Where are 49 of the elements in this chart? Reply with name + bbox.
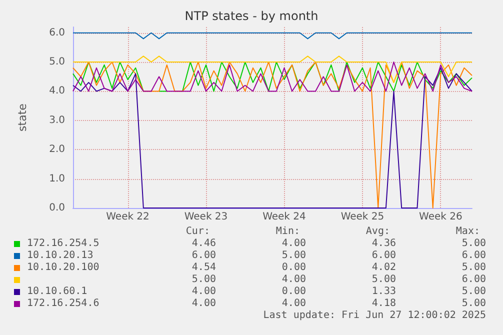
text: 4.36 (370, 238, 396, 250)
text: 4.00 (280, 238, 306, 250)
x-tick-label: Week 22 (106, 212, 150, 222)
text: 4.02 (370, 262, 396, 274)
text: 6.00 (460, 250, 486, 262)
text: 5.00 (460, 262, 486, 274)
legend-label: 10.10.20.100 (27, 262, 100, 274)
text: Min: (274, 226, 300, 238)
text: 6.00 (460, 274, 486, 286)
text: Avg: (364, 226, 390, 238)
text: 1.33 (370, 286, 396, 298)
text: 4.46 (190, 238, 216, 250)
y-tick-label: 2.0 (49, 144, 65, 156)
text: Last update: Fri Jun 27 12:00:02 2025 (263, 310, 486, 322)
text: 4.00 (190, 286, 216, 298)
x-tick-label: Week 23 (184, 212, 228, 222)
y-tick-label: 3.0 (49, 114, 65, 126)
legend-label: 10.10.20.13 (27, 250, 94, 262)
text: 0.00 (280, 262, 306, 274)
text: 5.00 (460, 286, 486, 298)
chart-title: NTP states - by month (184, 9, 318, 23)
legend-label: 10.10.60.1 (27, 286, 88, 298)
y-tick-label: 6.0 (49, 27, 65, 38)
text: Max: (454, 226, 480, 238)
text: 4.00 (190, 298, 216, 310)
text: 5.00 (190, 274, 216, 286)
legend-label: 172.16.254.5 (27, 238, 100, 250)
text: 5.00 (370, 274, 396, 286)
y-tick-label: 5.0 (49, 56, 65, 68)
text: 5.00 (460, 238, 486, 250)
text: 6.00 (370, 250, 396, 262)
x-tick-label: Week 26 (419, 212, 462, 222)
text: 4.00 (280, 298, 306, 310)
text: Cur: (184, 226, 210, 238)
line-series (72, 56, 472, 83)
legend-label: 172.16.254.6 (27, 298, 100, 310)
x-tick-label: Week 25 (340, 212, 384, 222)
text: 4.54 (190, 262, 216, 274)
text: 4.18 (370, 298, 396, 310)
y-axis-title: state (16, 103, 29, 132)
x-tick-label: Week 24 (262, 212, 306, 222)
text: 5.00 (460, 298, 486, 310)
text: 4.00 (280, 274, 306, 286)
text: 0.00 (280, 286, 306, 298)
text: 5.00 (280, 250, 306, 262)
text: 6.00 (190, 250, 216, 262)
y-tick-label: 4.0 (49, 86, 65, 97)
y-tick-label: 0.0 (49, 202, 65, 214)
y-tick-label: 1.0 (49, 173, 65, 184)
